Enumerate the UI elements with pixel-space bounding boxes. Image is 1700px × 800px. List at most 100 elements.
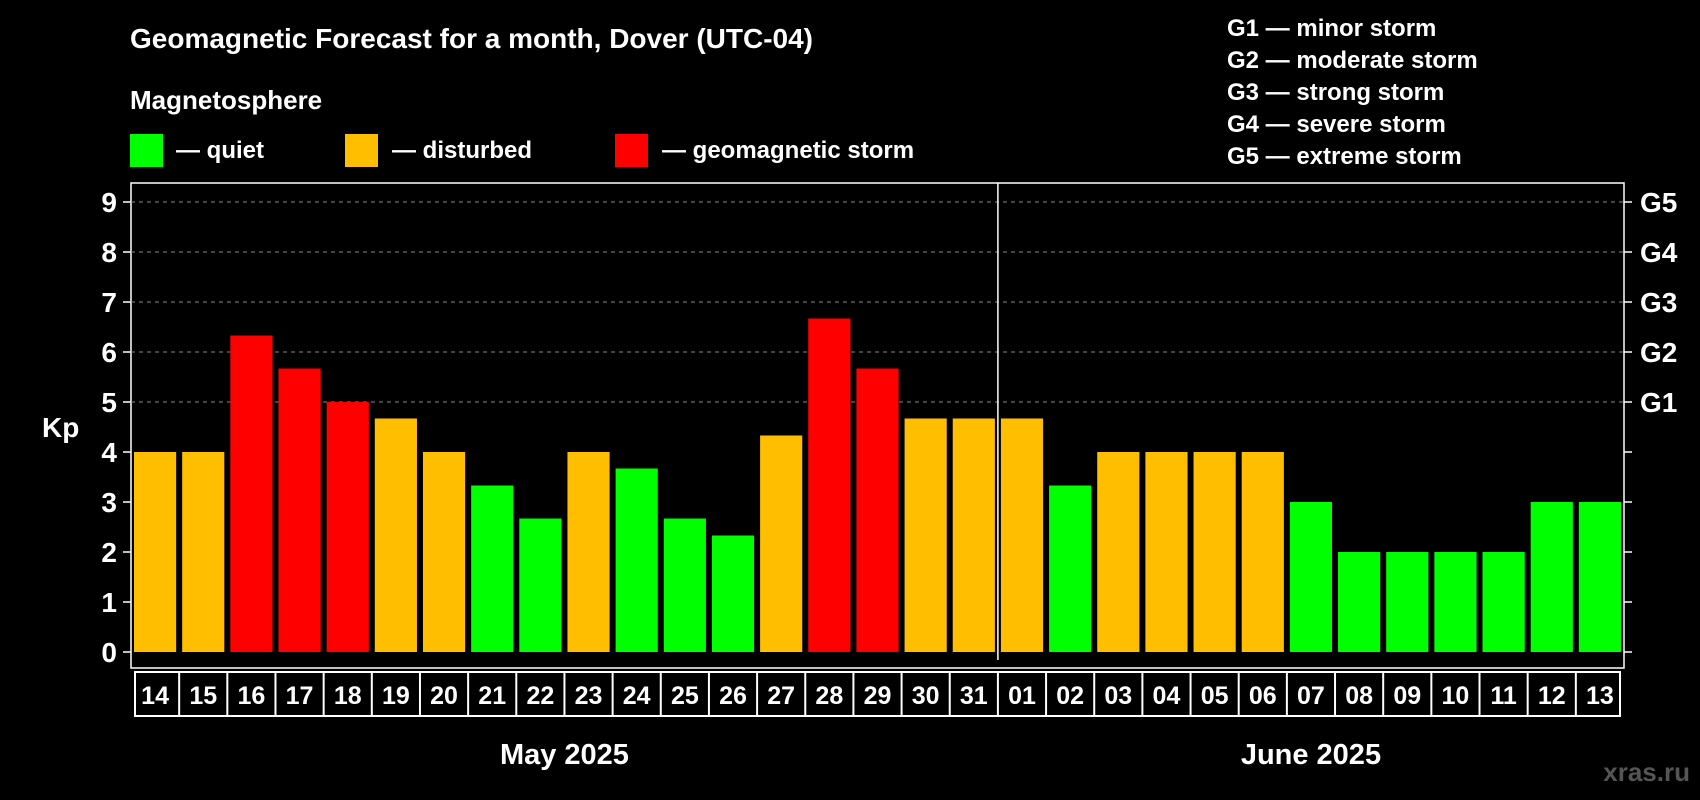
kp-bar [1578, 502, 1621, 652]
kp-bar [134, 452, 177, 652]
legend-quiet: — quiet [130, 134, 264, 167]
right-g-label: G3 [1640, 287, 1677, 318]
date-label: 31 [960, 682, 988, 710]
right-g-label: G2 [1640, 337, 1677, 368]
y-tick-label: 5 [101, 387, 117, 418]
date-label: 15 [189, 682, 217, 710]
kp-bar [519, 518, 562, 652]
right-g-label: G1 [1640, 387, 1677, 418]
date-label: 18 [334, 682, 362, 710]
y-tick-label: 0 [101, 637, 117, 668]
kp-bar [1338, 552, 1381, 652]
y-tick-label: 2 [101, 537, 117, 568]
legend-heading: Magnetosphere [130, 85, 322, 115]
kp-bar [326, 402, 369, 652]
month-label: June 2025 [1241, 739, 1381, 771]
legend-swatch-disturbed [345, 134, 378, 167]
date-label: 04 [1153, 682, 1181, 710]
legend-swatch-quiet [130, 134, 163, 167]
y-tick-label: 8 [101, 237, 117, 268]
kp-bar [1097, 452, 1140, 652]
y-axis-label: Kp [42, 412, 79, 443]
kp-bar [1193, 452, 1236, 652]
watermark: xras.ru [1603, 757, 1690, 787]
legend-label-storm: — geomagnetic storm [662, 137, 914, 164]
g-scale-g3: G3 — strong storm [1227, 79, 1444, 106]
y-tick-label: 3 [101, 487, 117, 518]
kp-bar [422, 452, 466, 652]
kp-bar [230, 335, 273, 652]
y-tick-label: 4 [101, 437, 117, 468]
date-row-frame [134, 671, 1621, 717]
g-scale-g1: G1 — minor storm [1227, 15, 1436, 42]
kp-bar [760, 435, 803, 652]
date-label: 02 [1056, 682, 1084, 710]
date-label: 07 [1297, 682, 1325, 710]
plot-frame [130, 182, 1625, 669]
kp-bar [711, 535, 755, 652]
date-label: 19 [382, 682, 410, 710]
kp-bar [1049, 485, 1092, 652]
kp-bar [278, 368, 321, 652]
kp-bar [1145, 452, 1188, 652]
kp-bar [904, 418, 947, 652]
kp-bar [374, 418, 417, 652]
date-label: 22 [526, 682, 554, 710]
kp-bar [663, 518, 706, 652]
kp-bar [1000, 418, 1044, 652]
date-label: 21 [478, 682, 506, 710]
date-label: 13 [1586, 682, 1614, 710]
date-label: 01 [1008, 682, 1036, 710]
kp-bar [615, 468, 658, 652]
legend-label-disturbed: — disturbed [392, 137, 532, 164]
kp-bar [567, 452, 610, 652]
kp-bar [1434, 552, 1477, 652]
legend-label-quiet: — quiet [176, 137, 264, 164]
date-label: 16 [237, 682, 265, 710]
g-scale-legend: G1 — minor storm G2 — moderate storm G3 … [1227, 15, 1478, 170]
date-label: 05 [1201, 682, 1229, 710]
kp-bar [808, 318, 851, 652]
kp-bar [856, 368, 899, 652]
legend-disturbed: — disturbed [345, 134, 532, 167]
date-label: 27 [767, 682, 795, 710]
date-label: 20 [430, 682, 458, 710]
g-scale-g2: G2 — moderate storm [1227, 47, 1478, 74]
y-tick-label: 1 [101, 587, 117, 618]
kp-bar [182, 452, 225, 652]
kp-bar [952, 418, 995, 652]
date-label: 06 [1249, 682, 1277, 710]
date-label: 29 [864, 682, 892, 710]
g-scale-g4: G4 — severe storm [1227, 111, 1446, 138]
kp-bar [471, 485, 514, 652]
right-g-label: G4 [1640, 237, 1678, 268]
date-label: 03 [1104, 682, 1132, 710]
date-label: 10 [1442, 682, 1470, 710]
right-g-label: G5 [1640, 187, 1677, 218]
chart-title: Geomagnetic Forecast for a month, Dover … [130, 23, 813, 54]
month-label: May 2025 [500, 739, 629, 771]
date-label: 25 [671, 682, 699, 710]
date-label: 08 [1345, 682, 1373, 710]
date-label: 23 [575, 682, 603, 710]
kp-bar [1530, 502, 1573, 652]
date-label: 09 [1393, 682, 1421, 710]
date-label: 26 [719, 682, 747, 710]
y-tick-label: 9 [101, 187, 117, 218]
kp-bar [1386, 552, 1429, 652]
kp-bar [1289, 502, 1333, 652]
date-label: 14 [141, 682, 169, 710]
kp-bar [1482, 552, 1525, 652]
date-label: 30 [912, 682, 940, 710]
date-label: 12 [1538, 682, 1566, 710]
date-label: 24 [623, 682, 651, 710]
date-label: 17 [286, 682, 314, 710]
date-label: 11 [1490, 682, 1517, 710]
date-label: 28 [815, 682, 843, 710]
y-tick-label: 6 [101, 337, 117, 368]
legend-storm: — geomagnetic storm [615, 134, 914, 167]
kp-bar [1241, 452, 1284, 652]
y-tick-label: 7 [101, 287, 117, 318]
